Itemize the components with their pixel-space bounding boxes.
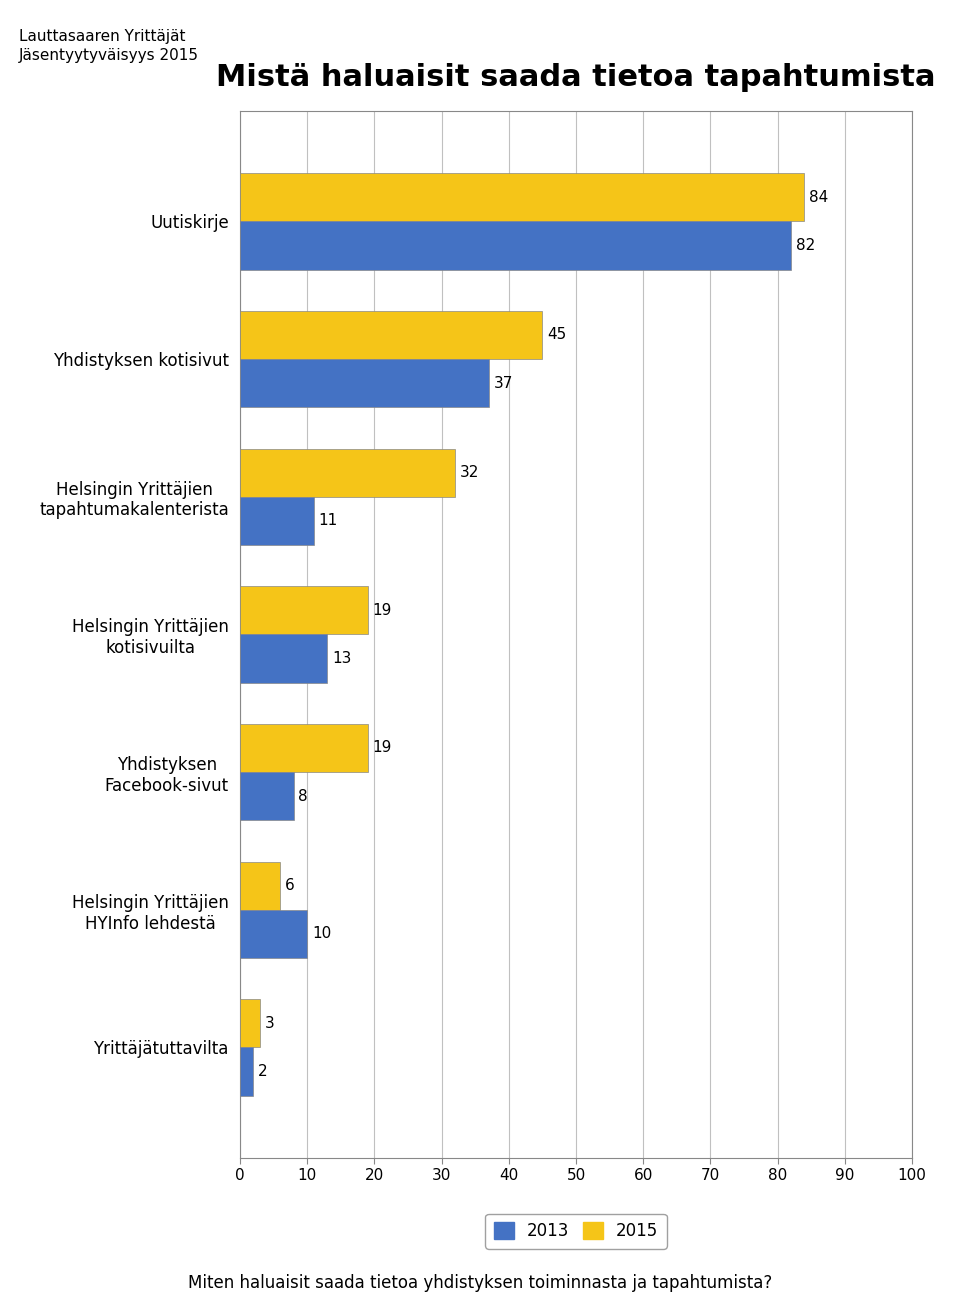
Bar [240,723,368,772]
Bar [240,586,368,634]
Bar [240,1048,253,1096]
Text: Jäsentyytyväisyys 2015: Jäsentyytyväisyys 2015 [19,48,200,63]
Bar [240,634,327,683]
Text: 84: 84 [809,190,828,205]
Text: 11: 11 [319,513,338,528]
Text: 37: 37 [493,375,513,391]
Bar [240,173,804,221]
Bar [240,862,280,910]
Text: 2: 2 [258,1063,268,1079]
Bar [240,311,542,358]
Text: 13: 13 [332,651,351,666]
Text: 45: 45 [547,327,566,343]
Text: 10: 10 [312,926,331,942]
Bar [240,449,455,497]
Text: 82: 82 [796,238,815,252]
Text: 32: 32 [460,466,479,480]
Text: 3: 3 [265,1016,275,1031]
Bar [240,772,294,820]
Bar [240,910,307,957]
Bar [240,221,791,269]
Text: Miten haluaisit saada tietoa yhdistyksen toiminnasta ja tapahtumista?: Miten haluaisit saada tietoa yhdistyksen… [188,1274,772,1292]
Text: Lauttasaaren Yrittäjät: Lauttasaaren Yrittäjät [19,29,185,43]
Legend: 2013, 2015: 2013, 2015 [486,1214,666,1249]
Bar [240,999,260,1048]
Title: Mistä haluaisit saada tietoa tapahtumista: Mistä haluaisit saada tietoa tapahtumist… [216,63,936,92]
Text: 8: 8 [299,789,308,803]
Bar [240,497,314,545]
Bar [240,358,489,407]
Text: 19: 19 [372,740,392,756]
Text: 6: 6 [285,878,295,893]
Text: 19: 19 [372,603,392,617]
